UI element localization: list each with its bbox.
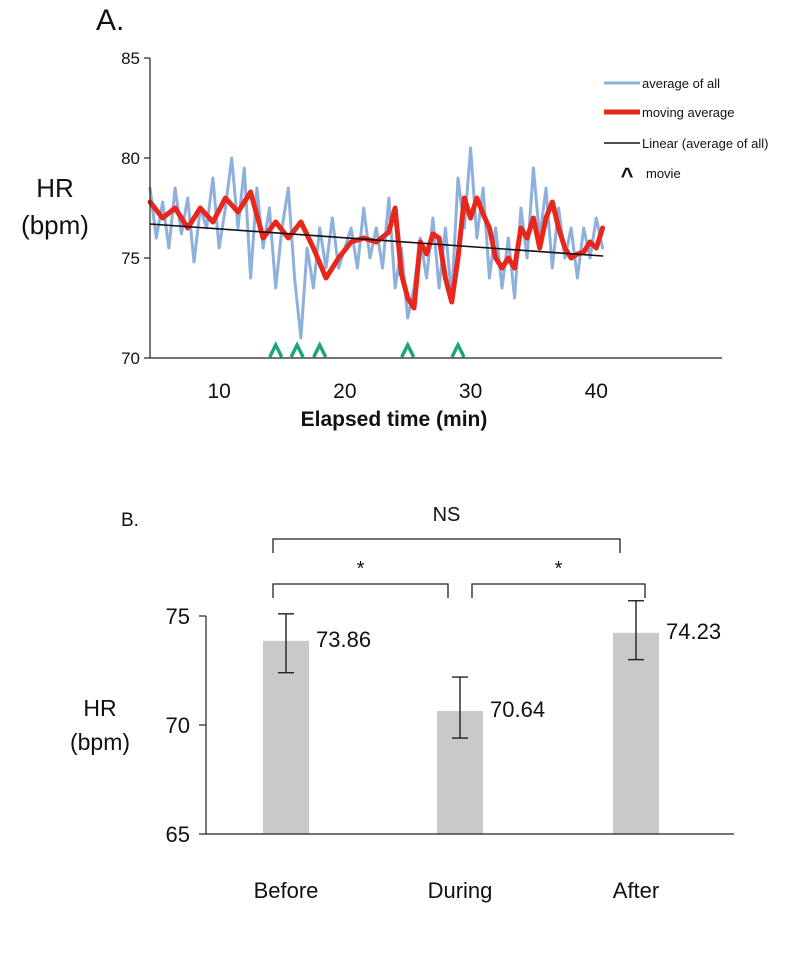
category-label: During	[428, 878, 493, 903]
movie-marker-icon	[312, 341, 328, 358]
significance-label: *	[357, 558, 365, 580]
panel-b-bars	[263, 632, 659, 834]
panel-b-significance-brackets: * * NS	[272, 504, 646, 598]
bar-after	[613, 632, 659, 834]
panel-a-x-tick-label: 20	[333, 380, 356, 403]
category-label: Before	[254, 878, 319, 903]
panel-b-y-tick-label: 65	[166, 822, 190, 847]
panel-a-x-tick-label: 30	[459, 380, 482, 403]
series-line-moving-average	[147, 189, 606, 311]
significance-label: *	[555, 558, 563, 580]
movie-marker-icon	[400, 341, 416, 358]
panel-b-label: B.	[121, 510, 139, 531]
legend-label-moving: moving average	[642, 105, 735, 120]
panel-a-legend: average of all moving average Linear (av…	[604, 76, 768, 188]
panel-b-y-tick-label: 75	[166, 604, 190, 629]
panel-a-movie-markers	[268, 341, 466, 358]
panel-a-y-tick-label: 85	[121, 49, 140, 68]
panel-a-y-tick-label: 75	[121, 249, 140, 268]
panel-a-y-axis-label-line2: (bpm)	[21, 210, 89, 240]
significance-bracket	[272, 583, 449, 598]
significance-label: NS	[433, 504, 461, 526]
legend-label-movie: movie	[646, 166, 681, 181]
panel-a-label: A.	[96, 4, 124, 37]
panel-a-line-chart: A. HR (bpm) 70 75 80 85 10 20 30 40 Elapsed ti…	[21, 4, 768, 431]
panel-b-error-bars	[278, 600, 644, 739]
panel-b-y-tick-label: 70	[166, 713, 190, 738]
legend-label-average: average of all	[642, 76, 720, 91]
panel-a-y-tick-label: 70	[121, 349, 140, 368]
movie-marker-icon	[268, 341, 284, 358]
panel-b-category-labels: Before During After	[254, 878, 660, 903]
panel-a-y-tick-label: 80	[121, 149, 140, 168]
panel-a-y-ticks: 70 75 80 85	[121, 49, 150, 368]
panel-b-y-axis-label-line2: (bpm)	[70, 729, 130, 755]
significance-bracket	[471, 583, 646, 598]
value-label: 74.23	[666, 619, 721, 644]
panel-a-x-ticks: 10 20 30 40	[207, 380, 608, 403]
panel-a-series	[147, 146, 606, 340]
legend-label-trend: Linear (average of all)	[642, 136, 768, 151]
panel-b-y-axis-label-line1: HR	[83, 695, 116, 721]
movie-marker-icon	[289, 341, 305, 358]
series-line-average	[148, 146, 605, 340]
value-label: 70.64	[490, 697, 545, 722]
movie-marker-icon	[450, 341, 466, 358]
panel-b-value-labels: 73.86 70.64 74.23	[316, 619, 721, 722]
value-label: 73.86	[316, 627, 371, 652]
series-line-linear-trend	[149, 223, 604, 257]
panel-b-y-ticks: 65 70 75	[166, 604, 206, 847]
panel-a-x-tick-label: 40	[585, 380, 608, 403]
panel-a-y-axis-label-line1: HR	[36, 173, 74, 203]
legend-movie-symbol: ^	[621, 163, 634, 188]
significance-bracket	[272, 538, 621, 553]
panel-a-x-tick-label: 10	[207, 380, 230, 403]
category-label: After	[613, 878, 659, 903]
panel-a-x-axis-label: Elapsed time (min)	[301, 408, 488, 431]
